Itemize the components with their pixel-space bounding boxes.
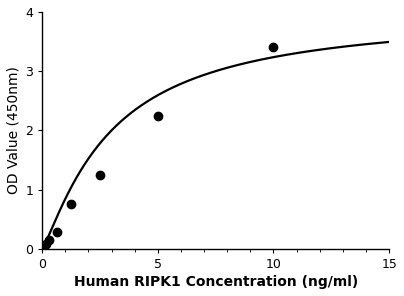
- X-axis label: Human RIPK1 Concentration (ng/ml): Human RIPK1 Concentration (ng/ml): [74, 275, 358, 289]
- Y-axis label: OD Value (450nm): OD Value (450nm): [7, 67, 21, 194]
